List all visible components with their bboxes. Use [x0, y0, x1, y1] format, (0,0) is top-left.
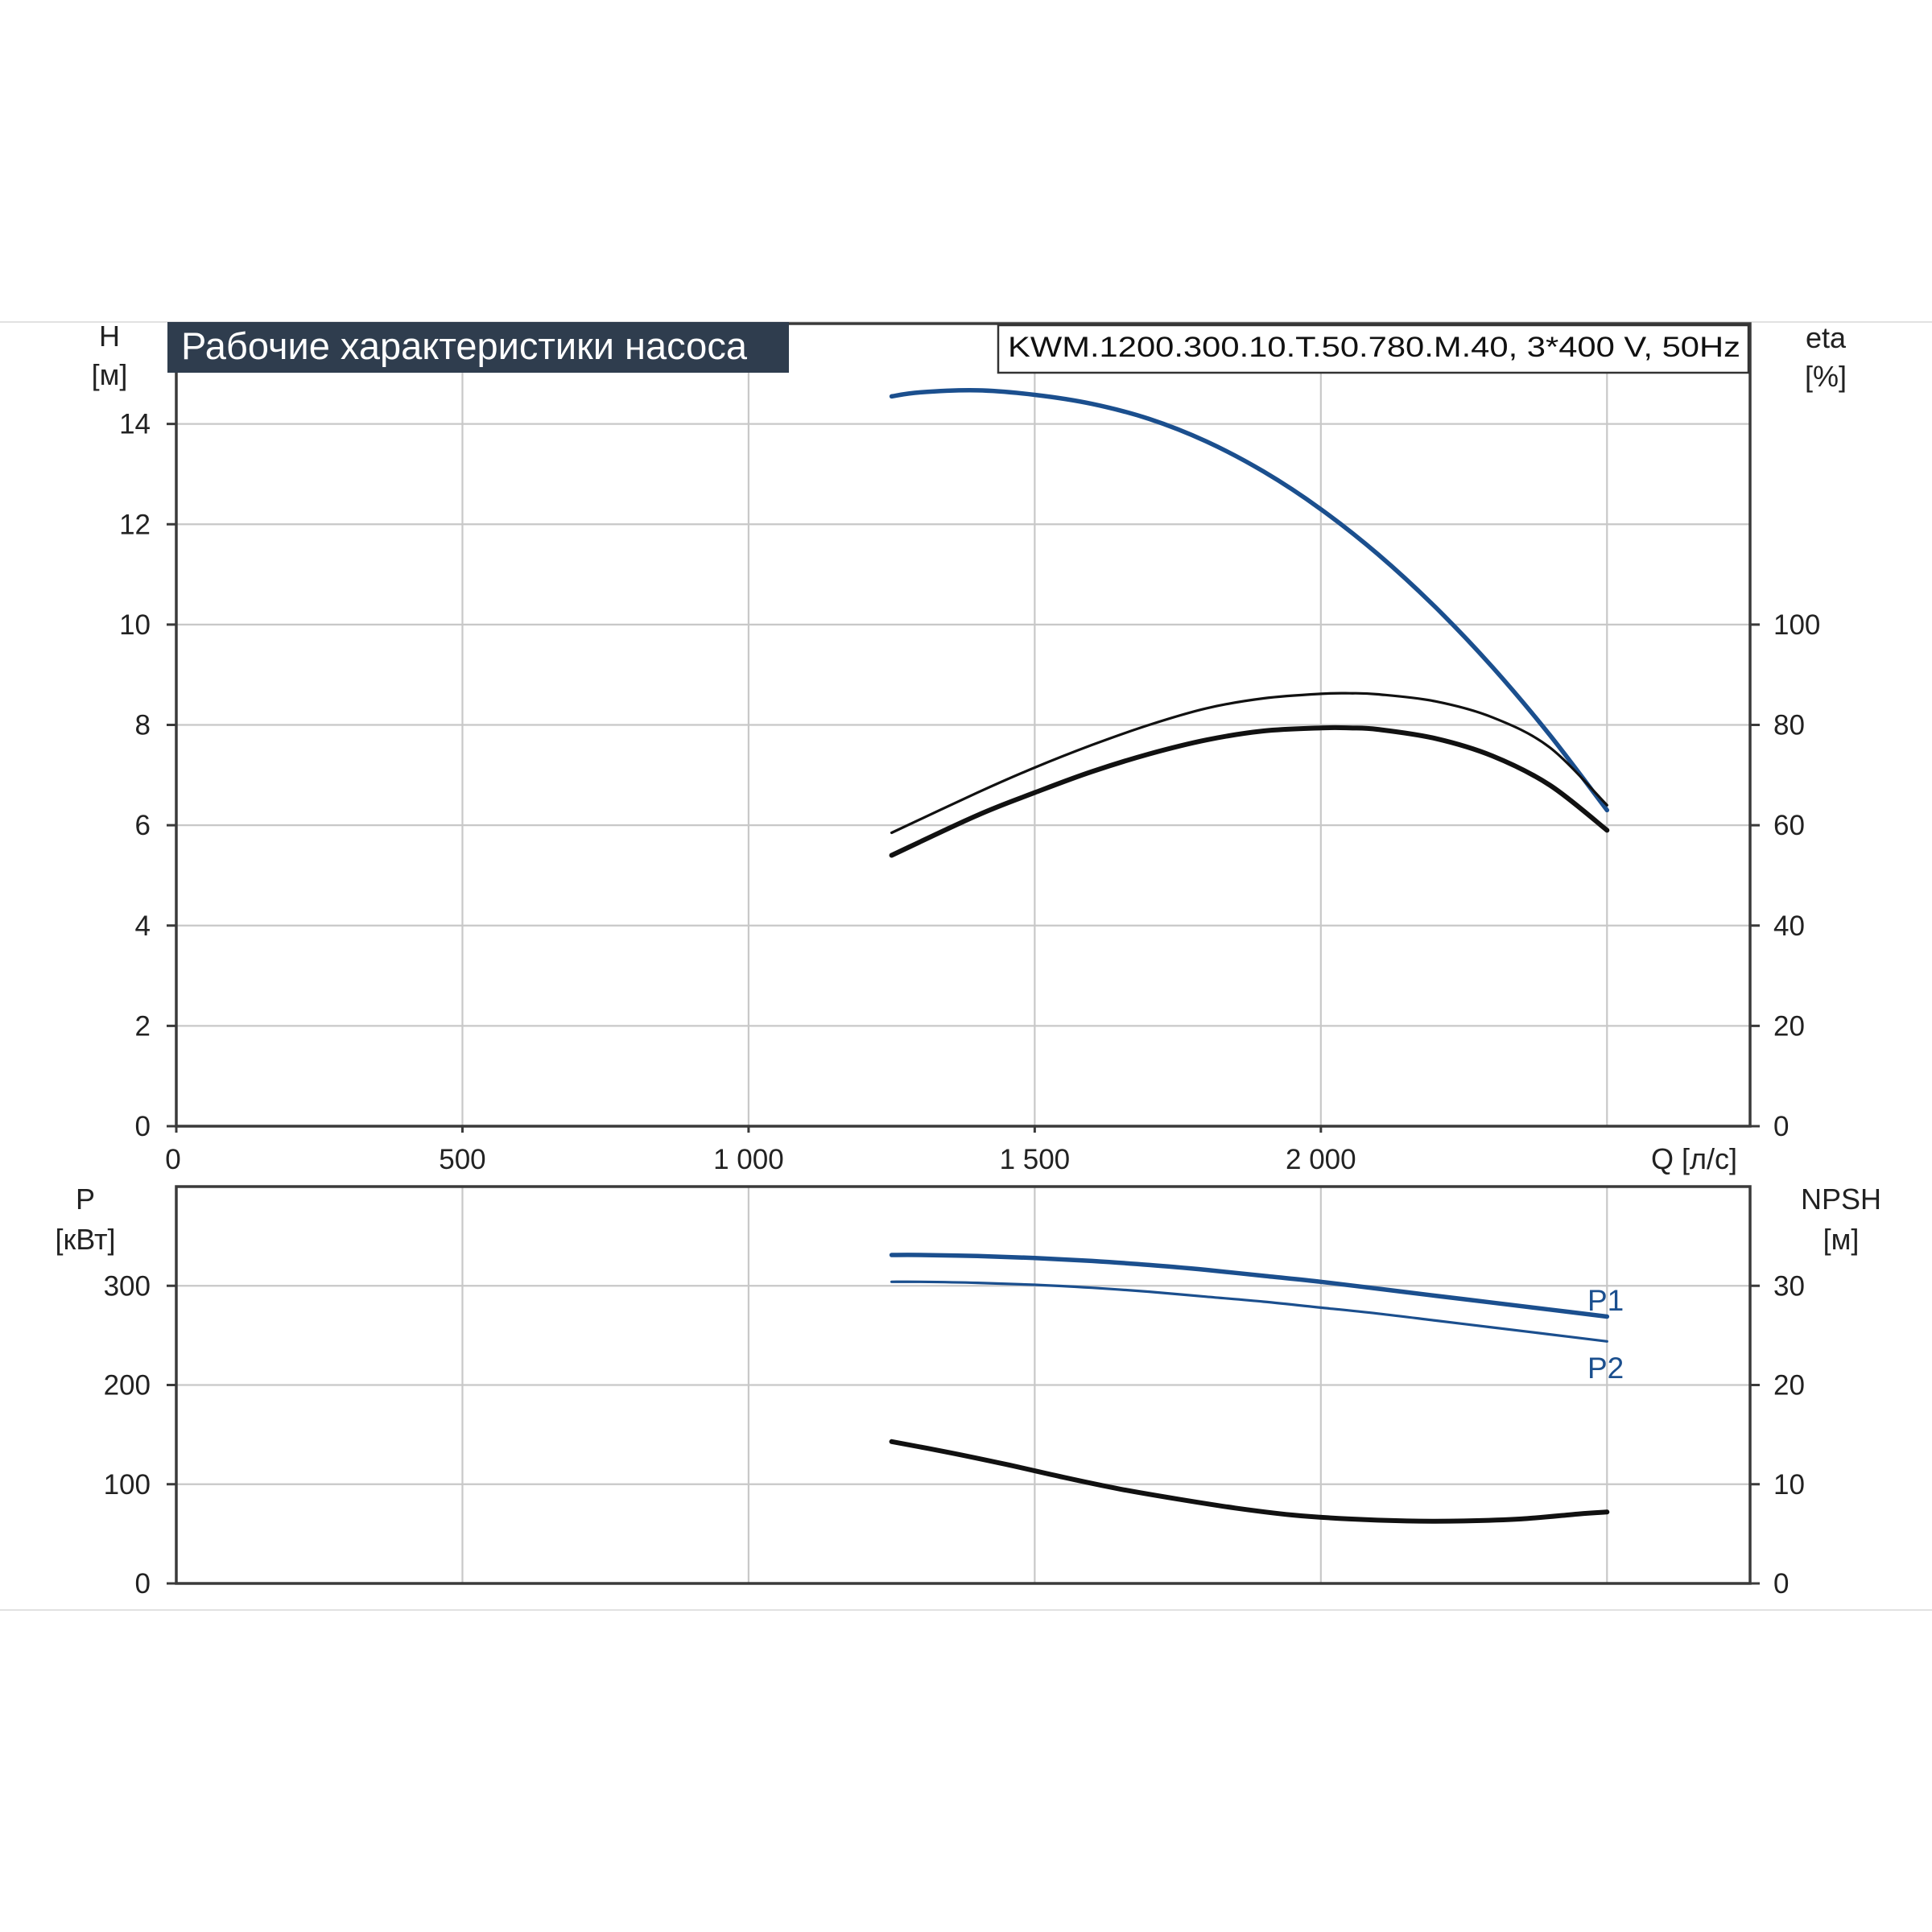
chart-title: Рабочие характеристики насоса — [181, 324, 748, 367]
h-axis-label: H — [99, 320, 120, 353]
model-box — [997, 324, 1750, 374]
x-tick-label: 500 — [439, 1144, 485, 1175]
top-grid — [176, 322, 1750, 1126]
eta-tick-label: 60 — [1773, 810, 1805, 841]
h-tick-label: 0 — [135, 1111, 151, 1142]
p-tick-label: 300 — [104, 1270, 151, 1302]
eta-tick-label: 20 — [1773, 1010, 1805, 1042]
x-tick-label: 1 000 — [713, 1144, 784, 1175]
npsh-tick-label: 0 — [1773, 1568, 1789, 1600]
npsh-tick-label: 20 — [1773, 1370, 1805, 1402]
h-tick-label: 6 — [135, 810, 151, 841]
h-tick-label: 4 — [135, 910, 151, 942]
h-tick-label: 8 — [135, 710, 151, 741]
eta-axis-label: eta — [1806, 321, 1847, 354]
efficiency-curve-lower — [889, 724, 1610, 858]
p2-curve — [890, 1280, 1608, 1343]
h-tick-label: 2 — [135, 1010, 151, 1042]
h-tick-label: 10 — [119, 609, 151, 641]
p-tick-label: 0 — [135, 1568, 151, 1600]
npsh-axis-unit: [м] — [1823, 1223, 1860, 1256]
p2-label: P2 — [1587, 1352, 1624, 1385]
p1-curve — [889, 1253, 1610, 1319]
p-tick-label: 100 — [104, 1469, 151, 1501]
h-axis-unit: [м] — [92, 358, 128, 391]
x-tick-label: 2 000 — [1286, 1144, 1356, 1175]
p-axis-unit: [кВт] — [55, 1223, 115, 1256]
x-tick-label: 0 — [165, 1144, 180, 1175]
model-label: KWM.1200.300.10.T.50.780.M.40, 3*400 V, … — [1008, 332, 1740, 363]
eta-tick-label: 100 — [1773, 609, 1820, 641]
npsh-tick-label: 10 — [1773, 1469, 1805, 1501]
npsh-curve — [889, 1439, 1610, 1524]
h-tick-label: 14 — [119, 409, 151, 440]
h-tick-label: 12 — [119, 509, 151, 540]
p1-label: P1 — [1587, 1284, 1624, 1317]
x-tick-label: 1 500 — [1000, 1144, 1071, 1175]
p-tick-label: 200 — [104, 1370, 151, 1402]
eta-tick-label: 40 — [1773, 910, 1805, 942]
p-axis-label: P — [76, 1183, 95, 1216]
eta-axis-unit: [%] — [1805, 360, 1847, 393]
eta-tick-label: 0 — [1773, 1111, 1789, 1142]
npsh-axis-label: NPSH — [1801, 1183, 1881, 1216]
eta-tick-label: 80 — [1773, 710, 1805, 741]
title-banner — [167, 322, 789, 373]
bottom-grid — [176, 1187, 1750, 1583]
h-curve — [889, 388, 1610, 813]
tick-labels: 0 500 1 000 1 500 2 000 0 2 4 6 8 10 12 14 0 20 40 60 80 1… — [104, 409, 1821, 1600]
npsh-tick-label: 30 — [1773, 1270, 1805, 1302]
curves — [889, 388, 1610, 1524]
q-axis-label: Q [л/с] — [1651, 1142, 1737, 1175]
efficiency-curve-upper — [890, 691, 1608, 835]
